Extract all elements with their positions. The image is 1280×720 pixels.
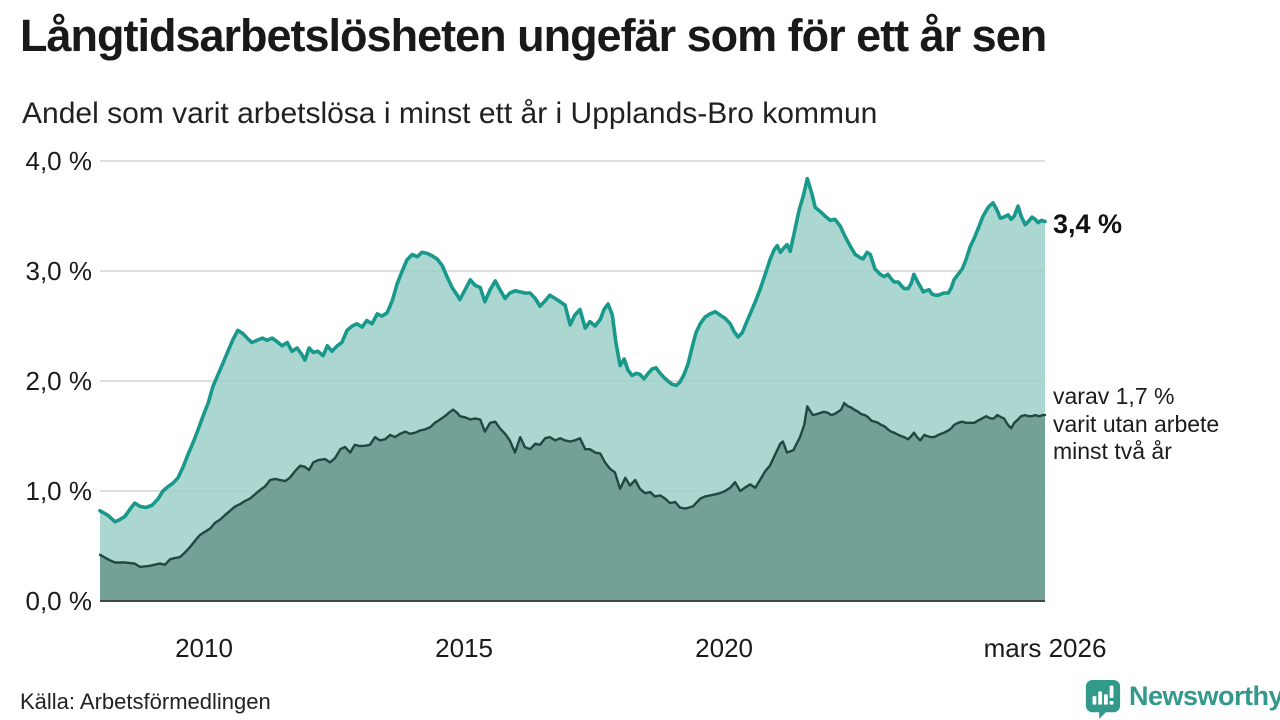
total-series-line xyxy=(98,176,1047,524)
x-tick-label-2010: 2010 xyxy=(175,633,233,663)
y-tick-label-3: 3,0 % xyxy=(26,256,93,286)
y-tick-label-0: 0,0 % xyxy=(26,586,93,616)
subset-end-label-line2: varit utan arbete xyxy=(1053,410,1220,437)
page-title: Långtidsarbetslösheten ungefär som för e… xyxy=(20,10,1047,61)
x-tick-label-2015: 2015 xyxy=(435,633,493,663)
subset-end-label-line3: minst två år xyxy=(1053,438,1172,464)
newsworthy-bubble-barchart-icon xyxy=(1085,679,1121,719)
x-tick-label-mars 2026: mars 2026 xyxy=(984,633,1107,663)
y-tick-label-2: 2,0 % xyxy=(26,366,93,396)
subset-series-end-label: varav 1,7 % varit utan arbete minst två … xyxy=(1053,383,1219,466)
y-tick-label-1: 1,0 % xyxy=(26,476,93,506)
newsworthy-logo-text: Newsworthy xyxy=(1129,680,1280,711)
chart-subtitle: Andel som varit arbetslösa i minst ett å… xyxy=(22,97,878,130)
source-label: Källa: Arbetsförmedlingen xyxy=(20,689,271,714)
subset-series-line xyxy=(98,401,1047,569)
newsworthy-logo: Newsworthy xyxy=(1084,678,1280,719)
subset-series-area xyxy=(100,403,1045,601)
y-tick-label-4: 4,0 % xyxy=(26,146,93,176)
x-tick-label-2020: 2020 xyxy=(695,633,753,663)
total-series-end-label: 3,4 % xyxy=(1053,209,1123,239)
subset-end-label-line1: varav 1,7 % xyxy=(1053,383,1175,409)
